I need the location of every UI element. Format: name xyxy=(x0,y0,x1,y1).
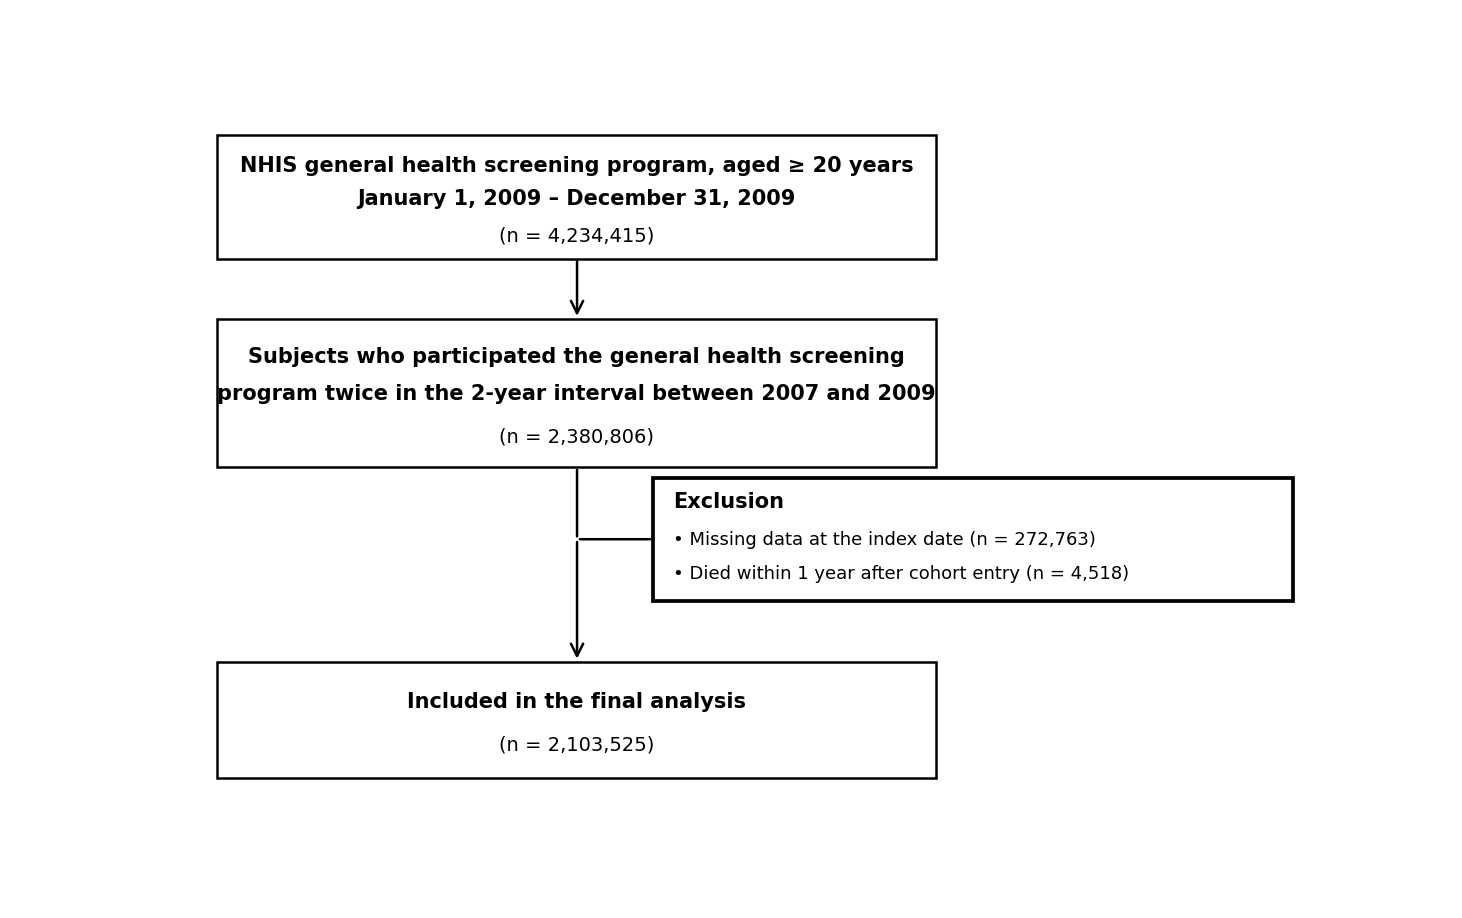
Text: January 1, 2009 – December 31, 2009: January 1, 2009 – December 31, 2009 xyxy=(357,189,795,209)
Text: • Died within 1 year after cohort entry (n = 4,518): • Died within 1 year after cohort entry … xyxy=(674,565,1130,583)
Text: program twice in the 2-year interval between 2007 and 2009: program twice in the 2-year interval bet… xyxy=(218,385,936,405)
Text: Subjects who participated the general health screening: Subjects who participated the general he… xyxy=(249,347,905,367)
Text: Exclusion: Exclusion xyxy=(674,492,784,512)
Text: Included in the final analysis: Included in the final analysis xyxy=(406,692,746,712)
Text: (n = 4,234,415): (n = 4,234,415) xyxy=(499,227,654,246)
Bar xyxy=(216,319,936,467)
Text: NHIS general health screening program, aged ≥ 20 years: NHIS general health screening program, a… xyxy=(240,156,914,176)
Bar xyxy=(654,477,1292,601)
Text: (n = 2,380,806): (n = 2,380,806) xyxy=(499,428,654,447)
Text: (n = 2,103,525): (n = 2,103,525) xyxy=(499,736,654,755)
Text: • Missing data at the index date (n = 272,763): • Missing data at the index date (n = 27… xyxy=(674,531,1096,549)
Bar xyxy=(216,135,936,259)
Bar xyxy=(216,662,936,778)
